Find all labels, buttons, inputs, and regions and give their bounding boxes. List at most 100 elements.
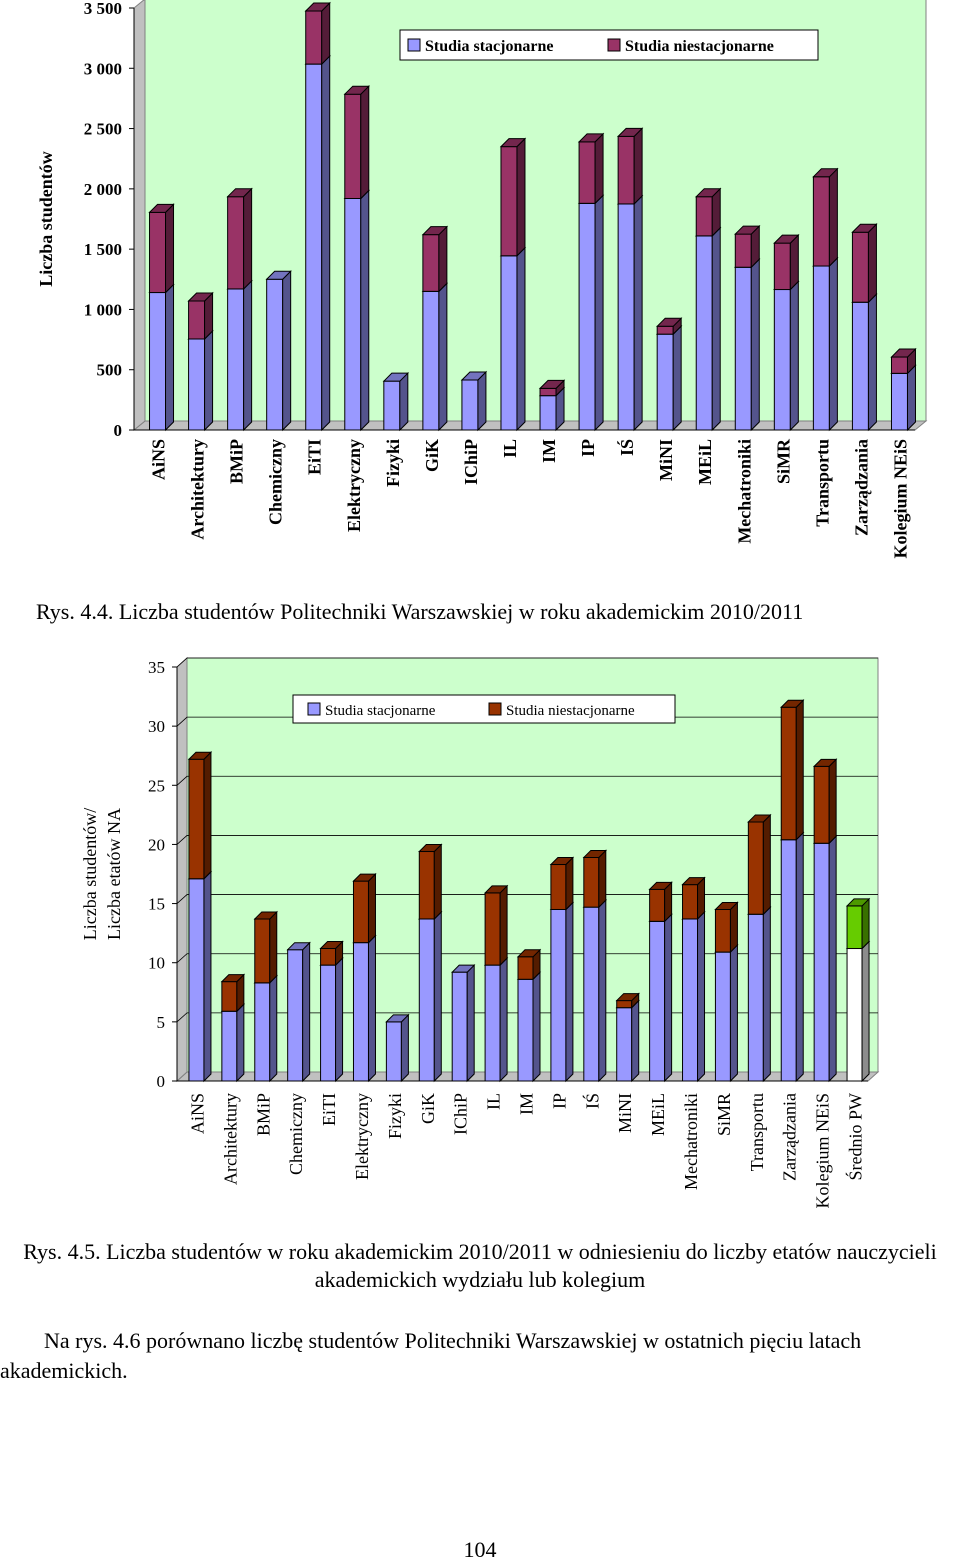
bar-top bbox=[747, 814, 772, 823]
bar-top bbox=[187, 751, 213, 760]
c1-floor bbox=[132, 420, 928, 431]
bar-top bbox=[780, 699, 805, 708]
c1-bar-ip-niestacjonarne bbox=[577, 132, 605, 205]
bar-side bbox=[664, 913, 673, 1083]
bar-front bbox=[188, 300, 206, 340]
c2-bar-architektury-niestacjonarne bbox=[220, 973, 246, 1013]
c1-category-label-is: IŚ bbox=[616, 439, 637, 456]
bar-side bbox=[433, 843, 442, 921]
c1-bar-meil-stacjonarne bbox=[695, 226, 722, 432]
c1-bar-gik-niestacjonarne bbox=[421, 225, 449, 293]
bar-front bbox=[846, 905, 863, 950]
bar-side bbox=[433, 910, 442, 1083]
bar-front bbox=[221, 981, 238, 1012]
c2-category-label-gik: GiK bbox=[418, 1093, 438, 1124]
c1-category-label-zarzadzania: Zarządzania bbox=[851, 439, 871, 536]
c2-bar-is-niestacjonarne bbox=[582, 849, 608, 909]
c2-bar-elektryczny-stacjonarne bbox=[352, 934, 377, 1083]
bar-top bbox=[845, 898, 871, 907]
c2-gridline bbox=[176, 657, 878, 668]
c1-category-label-ip: IP bbox=[578, 439, 598, 457]
c1-bar-kolegium-neis-niestacjonarne bbox=[890, 347, 917, 375]
bar-top bbox=[695, 188, 722, 198]
c1-bar-mechatroniki-stacjonarne bbox=[734, 258, 761, 432]
bar-side bbox=[828, 835, 837, 1083]
bar-front bbox=[578, 141, 596, 204]
c1-bar-meil-niestacjonarne bbox=[695, 187, 722, 238]
c1-category-label-fizyki: Fizyki bbox=[383, 439, 403, 487]
c2-category-label-meil: MEiL bbox=[648, 1093, 668, 1136]
bar-side bbox=[828, 758, 837, 845]
c2-bar-chemiczny-stacjonarne bbox=[286, 941, 311, 1083]
bar-front bbox=[305, 63, 323, 431]
c2-gridline bbox=[176, 894, 878, 904]
bar-top bbox=[516, 949, 542, 958]
bar-side bbox=[367, 872, 376, 944]
c1-plot-area bbox=[144, 0, 927, 422]
c1-y-tick-label: 1 500 bbox=[84, 240, 122, 259]
bar-top bbox=[450, 964, 476, 973]
c1-bar-gik-stacjonarne bbox=[421, 282, 449, 432]
c1-y-tick-label: 3 000 bbox=[84, 59, 122, 78]
bar-top bbox=[890, 348, 917, 358]
bar-side bbox=[789, 233, 799, 291]
bar-side bbox=[367, 934, 376, 1083]
bar-front bbox=[812, 265, 830, 431]
c2-gridline bbox=[176, 953, 878, 964]
c1-bar-bmip-niestacjonarne bbox=[226, 187, 253, 291]
c1-y-tick-label: 2 000 bbox=[84, 180, 122, 199]
c2-category-label-fizyki: Fizyki bbox=[385, 1093, 405, 1139]
bar-top bbox=[616, 127, 644, 137]
bar-side bbox=[729, 901, 738, 954]
c1-category-label-bmip: BMiP bbox=[227, 439, 247, 484]
c1-category-label-elektryczny: Elektryczny bbox=[344, 439, 364, 532]
bar-side bbox=[204, 329, 214, 432]
c2-bar-im-niestacjonarne bbox=[516, 948, 542, 981]
bar-side bbox=[828, 167, 838, 268]
bar-side bbox=[466, 963, 475, 1083]
c2-bar-mini-stacjonarne bbox=[615, 999, 640, 1083]
bar-top bbox=[714, 901, 739, 910]
bar-side bbox=[360, 85, 370, 200]
bar-top bbox=[812, 758, 838, 767]
c1-legend-swatch bbox=[407, 38, 421, 52]
c2-legend-swatch bbox=[307, 702, 321, 716]
bar-side bbox=[762, 813, 771, 916]
c2-bar-mechatroniki-stacjonarne bbox=[681, 910, 706, 1083]
c1-category-label-gik: GiK bbox=[422, 439, 442, 472]
bar-front bbox=[221, 1010, 238, 1082]
bar-front bbox=[617, 203, 635, 431]
bar-side bbox=[861, 897, 870, 950]
c1-category-label-kolegium-neis: Kolegium NEiS bbox=[890, 439, 910, 559]
c2-y-tick-label: 20 bbox=[148, 835, 165, 854]
c2-category-label-simr: SiMR bbox=[714, 1093, 734, 1136]
bar-front bbox=[682, 918, 699, 1082]
bar-side bbox=[565, 856, 574, 911]
bar-front bbox=[846, 948, 863, 1082]
bar-top bbox=[483, 885, 509, 894]
c2-bar-srednio-pw-stacjonarne bbox=[845, 940, 871, 1083]
bar-front bbox=[747, 821, 764, 915]
bar-top bbox=[421, 226, 449, 236]
body-paragraph-text: Na rys. 4.6 porównano liczbę studentów P… bbox=[0, 1328, 862, 1383]
c2-bar-gik-stacjonarne bbox=[418, 910, 443, 1083]
c2-category-label-eiti: EiTI bbox=[319, 1093, 339, 1126]
bar-side bbox=[762, 906, 771, 1083]
bar-top bbox=[187, 292, 214, 302]
bar-front bbox=[695, 196, 713, 237]
c2-bar-kolegium-neis-niestacjonarne bbox=[812, 758, 838, 845]
c2-bar-bmip-stacjonarne bbox=[253, 974, 278, 1083]
bar-front bbox=[890, 372, 908, 431]
figure-caption-4-5-text: Rys. 4.5. Liczba studentów w roku akadem… bbox=[23, 1239, 937, 1292]
bar-side bbox=[477, 370, 487, 432]
bar-front bbox=[383, 380, 401, 431]
c2-bar-architektury-stacjonarne bbox=[220, 1003, 246, 1083]
c1-legend-label: Studia niestacjonarne bbox=[625, 38, 774, 55]
c1-category-label-chemiczny: Chemiczny bbox=[266, 439, 286, 525]
c2-category-label-is: IŚ bbox=[581, 1093, 602, 1109]
c2-category-label-ip: IP bbox=[549, 1093, 569, 1109]
c1-bar-ains-stacjonarne bbox=[148, 283, 175, 432]
bar-side bbox=[400, 1013, 409, 1083]
bar-front bbox=[517, 978, 534, 1082]
bar-side bbox=[729, 943, 738, 1083]
